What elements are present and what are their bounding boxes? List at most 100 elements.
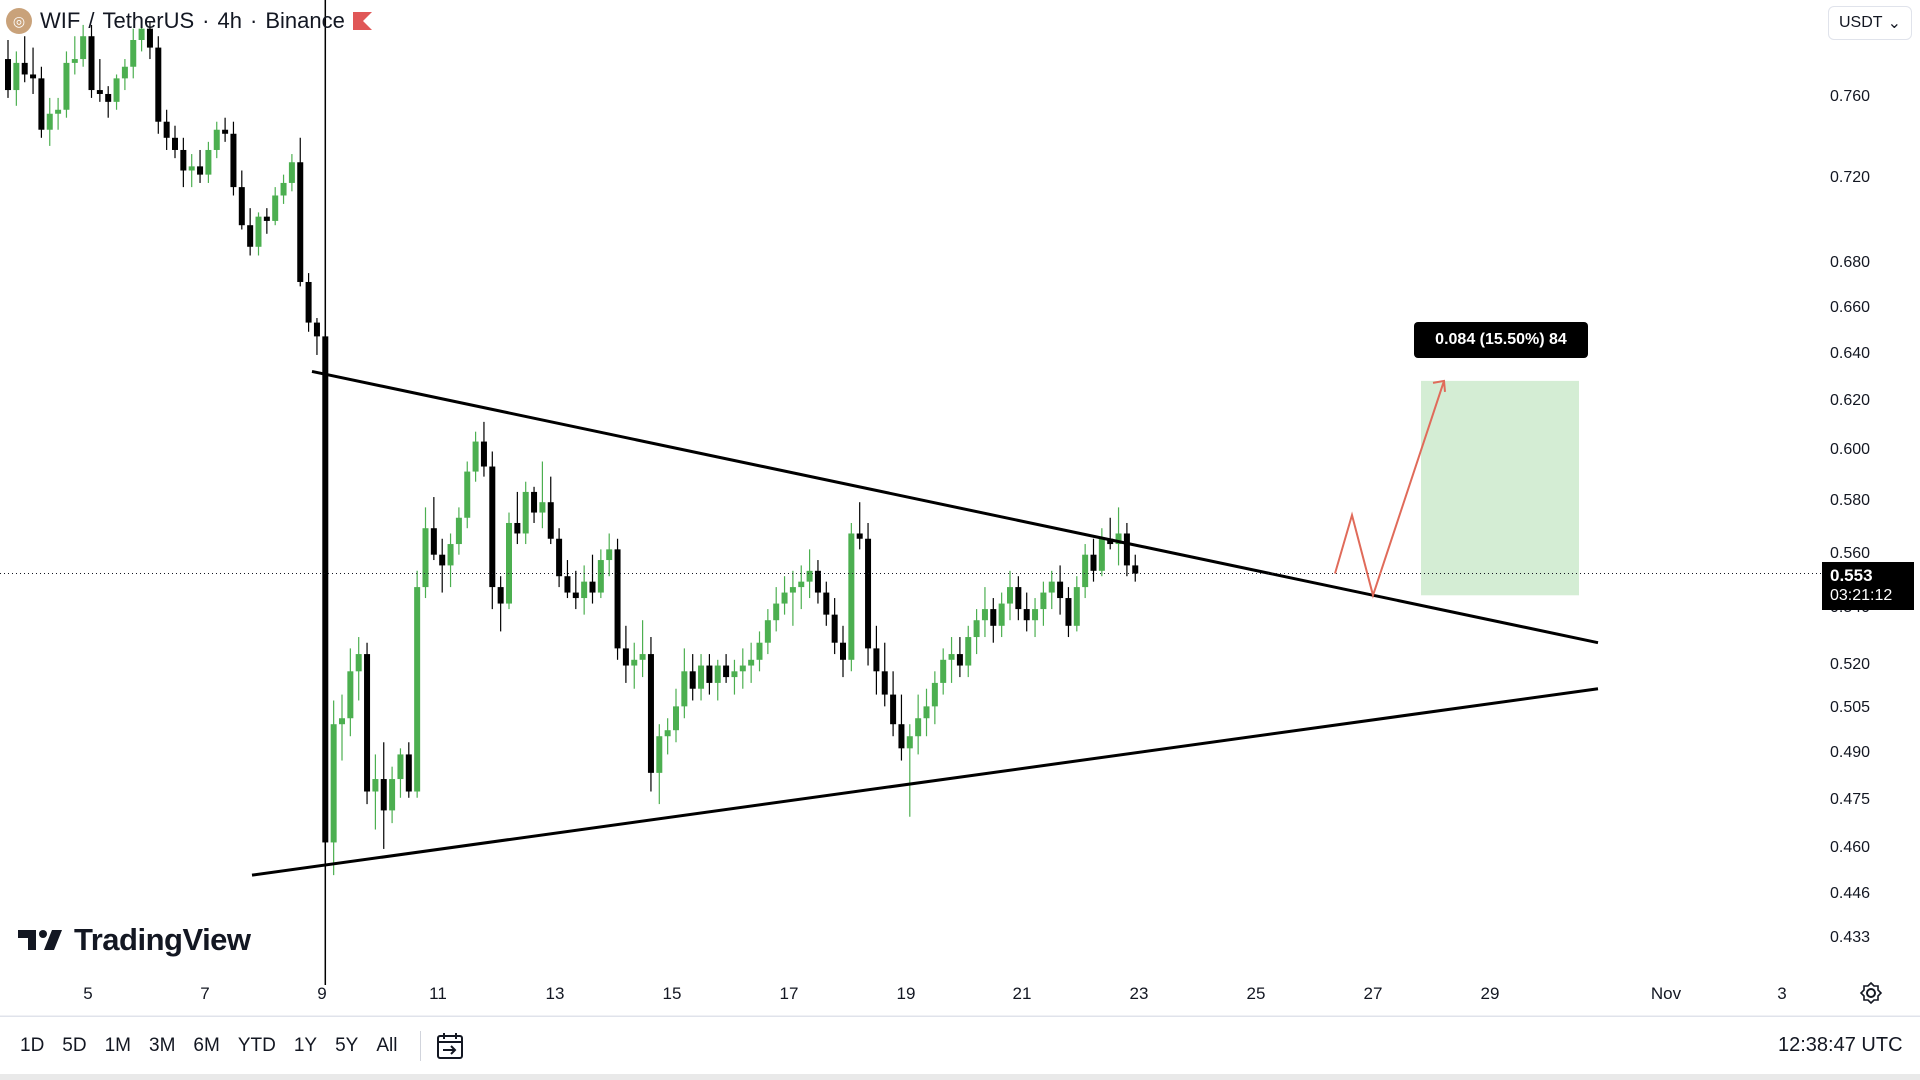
- candle-up: [1082, 554, 1089, 588]
- candle-up: [280, 182, 287, 196]
- candle-up: [272, 195, 279, 221]
- time-axis-label: 5: [83, 984, 93, 1003]
- price-axis-label: 0.760: [1830, 87, 1871, 105]
- candle-down: [5, 59, 11, 91]
- symbol-name[interactable]: WIF: [40, 8, 81, 33]
- candle-down: [38, 78, 45, 130]
- measure-label[interactable]: 0.084 (15.50%) 84: [1414, 322, 1588, 358]
- candle-down: [480, 441, 487, 467]
- candle-down: [163, 121, 170, 138]
- candle-down: [405, 754, 412, 792]
- candle-down: [380, 779, 387, 811]
- interval-separator: ·: [202, 8, 210, 33]
- exchange-separator: ·: [249, 8, 258, 33]
- candle-down: [238, 187, 245, 226]
- currency-selector[interactable]: USDT ⌄: [1828, 6, 1912, 40]
- candle-up: [906, 736, 913, 749]
- tradingview-logo[interactable]: TradingView: [18, 922, 251, 958]
- target-zone: [1421, 380, 1579, 596]
- candle-up: [121, 66, 128, 79]
- candle-up: [455, 517, 462, 545]
- candle-down: [172, 137, 178, 150]
- candle-up: [581, 581, 588, 599]
- candle-down: [297, 162, 304, 282]
- time-axis-label: Nov: [1650, 984, 1682, 1003]
- range-1d[interactable]: 1D: [20, 1035, 45, 1056]
- candle-up: [698, 665, 705, 689]
- flag-icon[interactable]: [352, 12, 372, 30]
- candle-up: [539, 502, 546, 513]
- settings-icon[interactable]: [1858, 980, 1884, 1006]
- candle-down: [247, 225, 254, 247]
- candle-up: [1115, 533, 1122, 545]
- quote-name[interactable]: TetherUS: [102, 8, 195, 33]
- projection-arrowhead: [1432, 379, 1446, 392]
- candle-up: [714, 665, 721, 683]
- tradingview-logo-text: TradingView: [74, 922, 251, 957]
- candle-up: [355, 654, 362, 672]
- candle-down: [514, 522, 521, 534]
- price-axis-label: 0.475: [1830, 790, 1871, 808]
- tradingview-logo-icon: [18, 930, 62, 950]
- candle-down: [1123, 533, 1130, 566]
- range-ytd[interactable]: YTD: [237, 1035, 276, 1056]
- candle-up: [806, 570, 813, 582]
- time-axis-label: 27: [1363, 984, 1383, 1003]
- candle-up: [464, 471, 471, 518]
- time-axis-label: 3: [1777, 984, 1787, 1003]
- interval-label[interactable]: 4h: [217, 8, 242, 33]
- candle-up: [1032, 609, 1039, 621]
- candle-up: [372, 779, 379, 792]
- time-axis-label: 7: [200, 984, 210, 1003]
- price-axis-label: 0.640: [1830, 344, 1871, 362]
- candle-up: [606, 549, 613, 561]
- price-axis-label: 0.620: [1830, 392, 1871, 410]
- go-to-date-icon[interactable]: [435, 1031, 465, 1061]
- candle-up: [1007, 587, 1013, 604]
- bar-countdown: 03:21:12: [1830, 587, 1893, 604]
- candle-up: [773, 603, 780, 621]
- candle-up: [781, 592, 788, 604]
- candle-up: [63, 62, 70, 110]
- exchange-name[interactable]: Binance: [265, 8, 345, 33]
- candle-up: [80, 36, 87, 60]
- bottom-toolbar: 1D 5D 1M 3M 6M YTD 1Y 5Y All: [0, 1016, 1920, 1075]
- candle-down: [263, 216, 270, 221]
- candle-down: [222, 129, 229, 134]
- range-6m[interactable]: 6M: [193, 1035, 220, 1056]
- candle-down: [706, 665, 713, 683]
- candle-up: [55, 109, 62, 114]
- candle-down: [531, 491, 538, 513]
- range-1y[interactable]: 1Y: [293, 1035, 318, 1056]
- candle-up: [981, 609, 988, 621]
- candle-down: [647, 654, 654, 773]
- candle-down: [1132, 565, 1139, 574]
- candle-up: [422, 528, 429, 588]
- range-all[interactable]: All: [376, 1035, 398, 1056]
- candle-up: [347, 671, 354, 719]
- candle-down: [622, 648, 629, 666]
- candle-up: [915, 718, 922, 737]
- range-5y[interactable]: 5Y: [335, 1035, 359, 1056]
- time-axis-label: 11: [429, 984, 447, 1003]
- candle-down: [547, 502, 554, 539]
- price-chart[interactable]: [0, 0, 1920, 1016]
- candle-up: [923, 706, 930, 719]
- candle-down: [180, 149, 187, 171]
- price-axis-label: 0.460: [1830, 838, 1871, 856]
- range-1m[interactable]: 1M: [104, 1035, 131, 1056]
- price-axis-label: 0.505: [1830, 699, 1871, 717]
- price-axis-label: 0.580: [1830, 492, 1871, 510]
- candle-up: [389, 779, 396, 811]
- range-3m[interactable]: 3M: [149, 1035, 176, 1056]
- candle-down: [865, 538, 872, 649]
- time-axis-label: 17: [779, 984, 799, 1003]
- candle-down: [96, 90, 103, 94]
- price-axis-label: 0.446: [1830, 885, 1871, 903]
- clock-utc[interactable]: 12:38:47 UTC: [1778, 1034, 1903, 1056]
- candle-down: [489, 466, 496, 588]
- range-5d[interactable]: 5D: [62, 1035, 87, 1056]
- candle-down: [146, 28, 153, 48]
- candle-up: [13, 62, 20, 91]
- candle-down: [856, 533, 863, 539]
